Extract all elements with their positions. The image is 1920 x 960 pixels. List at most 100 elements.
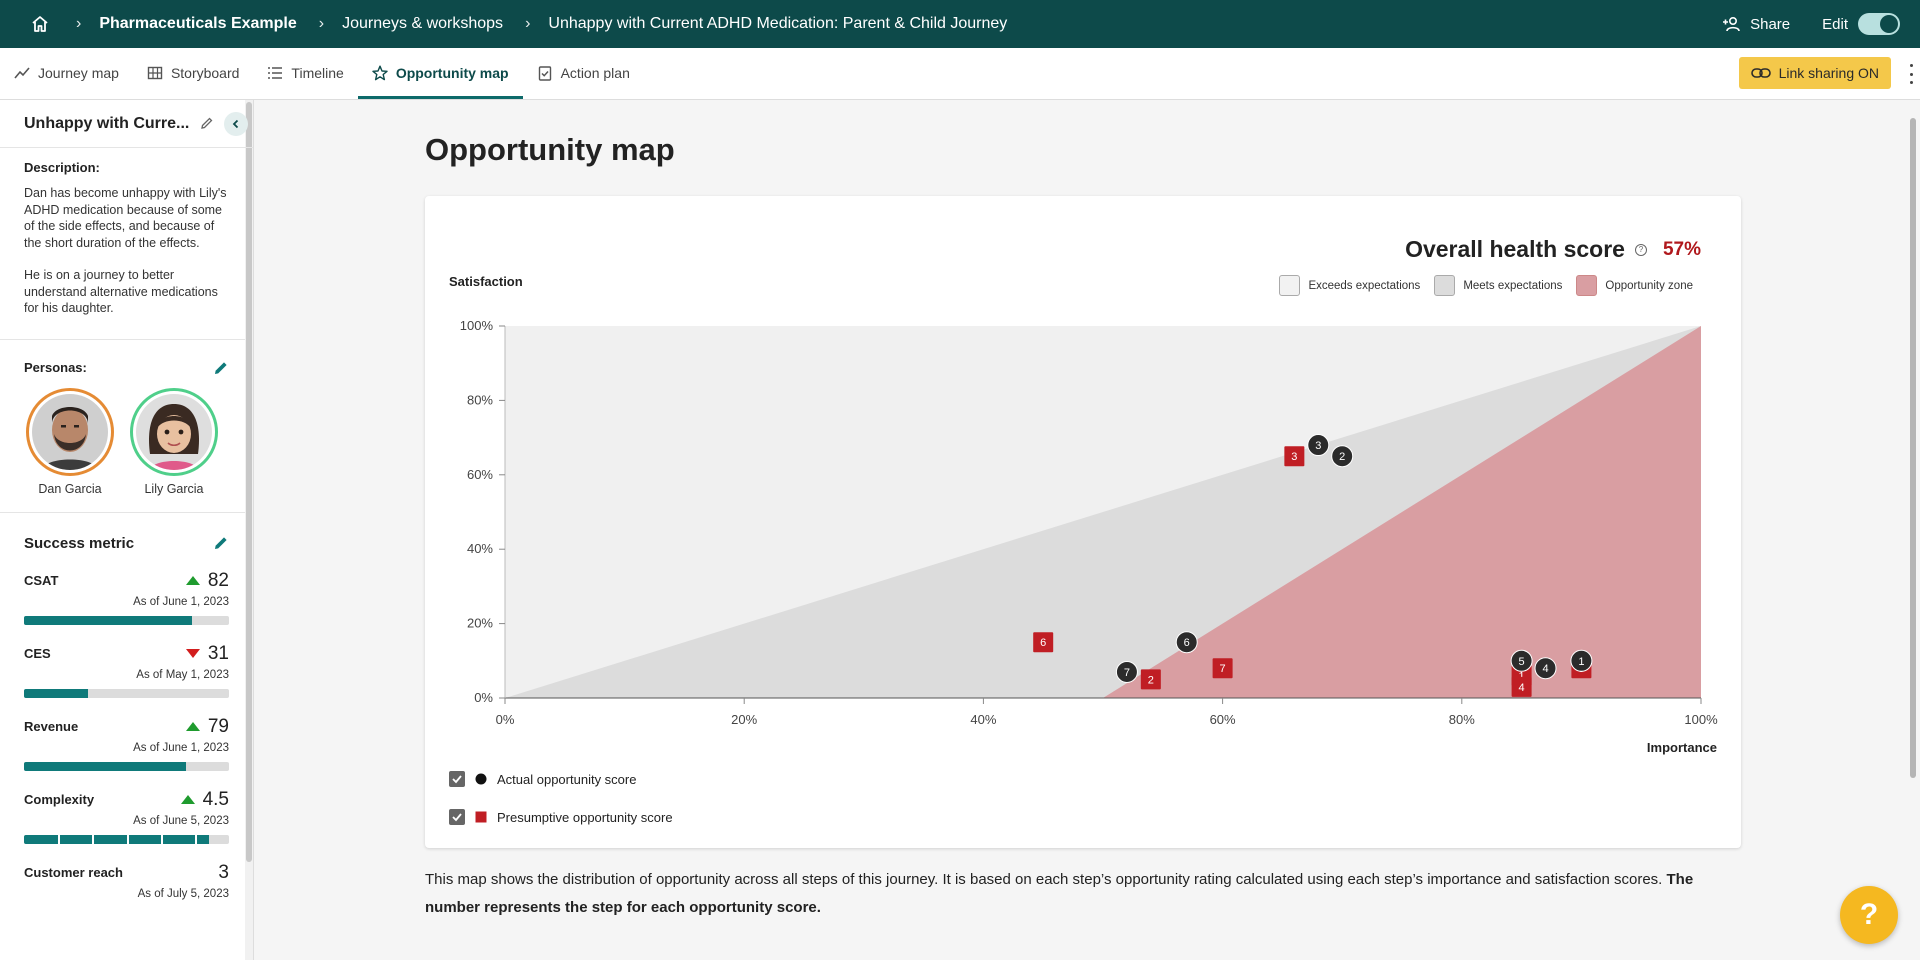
metric-revenue: Revenue 79 As of June 1, 2023 [24, 716, 229, 771]
chevron-right-icon: › [76, 15, 82, 32]
personas-section: Personas: Da [0, 360, 253, 513]
y-tick-label: 60% [467, 467, 493, 482]
actual-point [1331, 445, 1354, 468]
x-tick-label: 60% [1210, 712, 1236, 727]
x-tick-label: 40% [970, 712, 996, 727]
breadcrumb-section[interactable]: Journeys & workshops [342, 15, 504, 32]
sidebar: Unhappy with Curre... Description: Dan h… [0, 100, 254, 960]
point-label: 3 [1315, 440, 1321, 452]
sidebar-scrollbar[interactable] [245, 100, 253, 960]
person-avatar-icon [32, 393, 108, 470]
avatar [26, 387, 114, 476]
metric-progress-bar [24, 834, 229, 844]
tab-label: Action plan [560, 65, 630, 81]
trend-up-icon [185, 576, 200, 585]
legend-label: Meets expectations [1463, 279, 1563, 292]
metric-value: 79 [207, 715, 229, 737]
presumptive-point [1212, 658, 1233, 679]
home-icon[interactable] [26, 10, 54, 38]
metric-name: Complexity [24, 792, 95, 807]
tab-label: Journey map [38, 65, 119, 81]
trend-up-icon [185, 722, 200, 731]
y-tick-label: 20% [467, 616, 493, 631]
legend-actual[interactable]: Actual opportunity score [449, 768, 673, 790]
link-sharing-button[interactable]: Link sharing ON [1738, 57, 1891, 89]
point-label: 6 [1040, 637, 1046, 649]
main-scrollbar[interactable] [1906, 100, 1920, 960]
x-tick-label: 20% [731, 712, 757, 727]
checkbox-actual[interactable] [449, 771, 465, 787]
x-tick-label: 0% [496, 712, 515, 727]
point-label: 1 [1578, 656, 1584, 668]
zone-legend: Exceeds expectations Meets expectations … [1279, 275, 1693, 296]
check-icon [452, 775, 462, 784]
description-text: He is on a journey to better understand … [24, 268, 218, 315]
point-label: 4 [1542, 663, 1548, 675]
persona-lily[interactable]: Lily Garcia [128, 387, 220, 496]
x-tick-label: 100% [1684, 712, 1718, 727]
series-legend: Actual opportunity score Presumptive opp… [449, 768, 673, 844]
person-avatar-icon [136, 393, 212, 470]
legend-label: Opportunity zone [1605, 279, 1693, 292]
trend-icon [14, 67, 30, 79]
legend-presumptive[interactable]: Presumptive opportunity score [449, 806, 673, 828]
presumptive-point [1284, 446, 1305, 467]
collapse-sidebar-button[interactable] [224, 112, 248, 136]
circle-marker-icon [475, 773, 487, 785]
chart-explanation: This map shows the distribution of oppor… [425, 866, 1725, 922]
edit-label: Edit [1822, 15, 1848, 33]
breadcrumb-journey[interactable]: Unhappy with Current ADHD Medication: Pa… [548, 15, 1008, 32]
metric-name: CSAT [24, 573, 59, 588]
presumptive-point [1033, 632, 1054, 653]
tab-action-plan[interactable]: Action plan [523, 47, 644, 99]
list-icon [268, 67, 283, 79]
persona-dan[interactable]: Dan Garcia [24, 387, 116, 496]
tab-opportunity-map[interactable]: Opportunity map [357, 47, 523, 99]
description-section: Description: Dan has become unhappy with… [0, 160, 253, 340]
metric-name: CES [24, 646, 51, 661]
breadcrumb-workspace[interactable]: Pharmaceuticals Example [99, 15, 297, 32]
metric-name: Revenue [24, 719, 79, 734]
pencil-icon[interactable] [200, 116, 214, 130]
metric-date: As of July 5, 2023 [137, 887, 229, 900]
trend-up-icon [180, 795, 195, 804]
legend-label: Exceeds expectations [1308, 279, 1421, 292]
page-title: Opportunity map [425, 132, 675, 167]
link-sharing-label: Link sharing ON [1778, 65, 1879, 81]
point-label: 1 [1519, 671, 1525, 683]
checkbox-presumptive[interactable] [449, 809, 465, 825]
pencil-icon[interactable] [213, 535, 229, 551]
actual-point [1115, 660, 1138, 683]
opportunity-scatter-chart: 0% 20% 40% 60% 80% 100% 0% 20% 40% 60% 80% 100% 3 6 2 7… [460, 318, 1718, 727]
edit-toggle[interactable]: Edit [1822, 13, 1900, 35]
presumptive-point [1511, 676, 1532, 697]
x-tick-label: 80% [1449, 712, 1475, 727]
share-button[interactable]: Share [1722, 16, 1790, 33]
metric-value: 82 [207, 569, 229, 591]
more-options-icon[interactable] [1908, 64, 1914, 84]
pencil-icon[interactable] [213, 360, 229, 376]
legend-label: Presumptive opportunity score [497, 809, 673, 825]
metric-csat: CSAT 82 As of June 1, 2023 [24, 570, 229, 625]
y-axis-label: Satisfaction [449, 274, 523, 289]
actual-point [1307, 434, 1330, 457]
metric-date: As of June 1, 2023 [133, 741, 229, 754]
y-tick-label: 100% [460, 318, 494, 333]
tab-journey-map[interactable]: Journey map [0, 47, 133, 99]
tab-storyboard[interactable]: Storyboard [133, 47, 253, 99]
top-bar: › Pharmaceuticals Example › Journeys & w… [0, 0, 1920, 48]
clipboard-check-icon [538, 66, 551, 81]
avatar [130, 387, 218, 476]
metric-date: As of June 5, 2023 [133, 814, 229, 827]
point-label: 6 [1184, 637, 1190, 649]
help-circle-icon[interactable]: ? [1634, 243, 1647, 256]
personas-label: Personas: [24, 360, 87, 375]
help-button[interactable]: ? [1840, 886, 1898, 944]
toggle-switch[interactable] [1858, 13, 1900, 35]
legend-label: Actual opportunity score [497, 771, 637, 787]
tab-timeline[interactable]: Timeline [253, 47, 357, 99]
overall-health-score: Overall health score ? 57% [1405, 236, 1701, 263]
metric-progress-bar [24, 761, 229, 771]
point-label: 5 [1519, 656, 1525, 668]
tab-label: Storyboard [170, 65, 240, 81]
